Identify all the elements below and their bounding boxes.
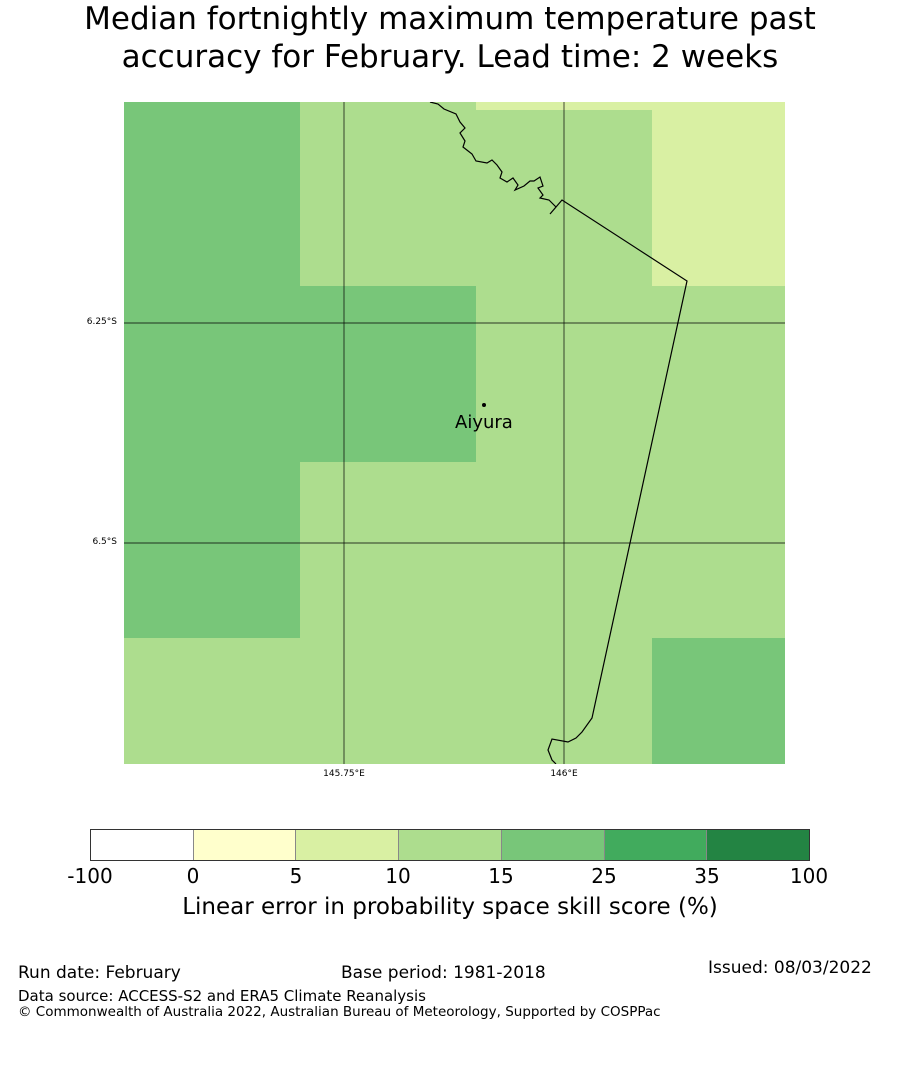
map-panel bbox=[124, 102, 785, 764]
colorbar-tick: 35 bbox=[694, 864, 720, 888]
grid-cell bbox=[652, 286, 785, 462]
colorbar-tick: -100 bbox=[67, 864, 113, 888]
lon-label-146: 146°E bbox=[550, 769, 578, 779]
graticule bbox=[124, 102, 785, 764]
grid-cell bbox=[652, 638, 785, 764]
base-period: Base period: 1981-2018 bbox=[341, 963, 546, 983]
grid-cell bbox=[300, 462, 476, 638]
colorbar-segment-5 bbox=[501, 830, 605, 860]
chart-title: Median fortnightly maximum temperature p… bbox=[0, 0, 900, 76]
colorbar-tick: 15 bbox=[488, 864, 514, 888]
colorbar-tick: 5 bbox=[289, 864, 303, 888]
grid-cell bbox=[652, 462, 785, 638]
colorbar-tick: 10 bbox=[385, 864, 411, 888]
grid-cell bbox=[300, 286, 476, 462]
copyright: © Commonwealth of Australia 2022, Austra… bbox=[18, 1004, 661, 1020]
skill-map bbox=[124, 102, 785, 764]
colorbar-label: Linear error in probability space skill … bbox=[182, 894, 718, 920]
colorbar-tick: 0 bbox=[186, 864, 200, 888]
title-line-2: accuracy for February. Lead time: 2 week… bbox=[121, 39, 779, 75]
grid-cell bbox=[300, 638, 476, 764]
grid-cell bbox=[652, 102, 785, 286]
data-source: Data source: ACCESS-S2 and ERA5 Climate … bbox=[18, 987, 426, 1005]
lon-label-145-75: 145.75°E bbox=[323, 769, 365, 779]
colorbar-segment-7 bbox=[707, 830, 810, 860]
issued-date: Issued: 08/03/2022 bbox=[708, 958, 872, 978]
skill-grid bbox=[124, 102, 785, 764]
lat-label-6-5: 6.5°S bbox=[92, 537, 117, 547]
lat-label-6-25: 6.25°S bbox=[86, 317, 117, 327]
grid-cell bbox=[300, 102, 476, 286]
run-date: Run date: February bbox=[18, 963, 181, 983]
colorbar bbox=[90, 829, 810, 861]
colorbar-tick: 100 bbox=[789, 864, 829, 888]
aiyura-point bbox=[482, 403, 486, 407]
colorbar-segment-3 bbox=[296, 830, 400, 860]
title-line-1: Median fortnightly maximum temperature p… bbox=[84, 1, 816, 37]
colorbar-segment-1 bbox=[91, 830, 194, 860]
grid-cell bbox=[124, 102, 300, 286]
colorbar-segment-4 bbox=[399, 830, 502, 860]
colorbar-segment-2 bbox=[193, 830, 297, 860]
grid-cell bbox=[124, 462, 300, 638]
place-label-aiyura: Aiyura bbox=[455, 412, 513, 433]
grid-cell bbox=[124, 638, 300, 764]
colorbar-tick: 25 bbox=[591, 864, 617, 888]
grid-cell bbox=[124, 286, 300, 462]
colorbar-segment-6 bbox=[604, 830, 708, 860]
province-boundary bbox=[429, 102, 688, 764]
